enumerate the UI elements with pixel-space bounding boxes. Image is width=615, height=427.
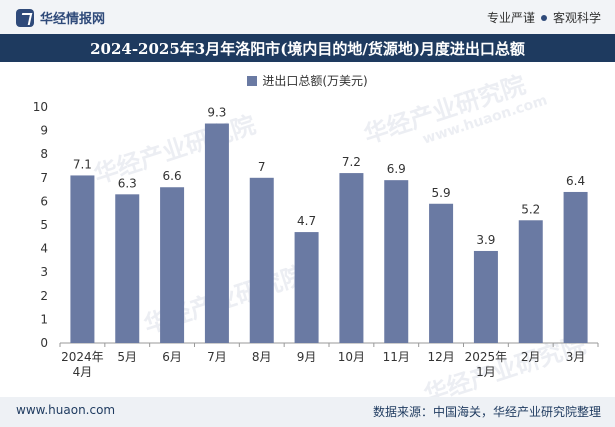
bar (294, 232, 319, 343)
y-tick-label: 10 (33, 100, 48, 114)
y-tick-label: 5 (40, 218, 48, 232)
data-label: 6.6 (163, 169, 182, 183)
bar (473, 250, 498, 343)
bar (563, 191, 588, 343)
slogan: 专业严谨 客观科学 (487, 9, 601, 26)
data-label: 5.9 (432, 186, 451, 200)
data-label: 7 (258, 160, 266, 174)
y-tick-label: 4 (40, 242, 48, 256)
data-label: 9.3 (207, 106, 226, 120)
bar (160, 187, 185, 343)
data-label: 6.3 (118, 176, 137, 190)
data-label: 5.2 (521, 202, 540, 216)
x-tick-label: 2025年 1月 (465, 350, 508, 379)
legend-label: 进出口总额(万美元) (262, 74, 368, 88)
y-tick-label: 1 (40, 312, 48, 326)
slogan-left: 专业严谨 (486, 11, 535, 25)
x-tick-label: 6月 (162, 350, 182, 364)
data-label: 6.9 (387, 162, 406, 176)
bar (249, 177, 274, 343)
x-tick-label: 3月 (566, 350, 586, 364)
data-label: 7.2 (342, 155, 361, 169)
x-tick-label: 12月 (427, 350, 454, 364)
y-tick-label: 7 (40, 171, 48, 185)
title-bar: 2024-2025年3月年洛阳市(境内目的地/货源地)月度进出口总额 (0, 34, 615, 62)
chart-title: 2024-2025年3月年洛阳市(境内目的地/货源地)月度进出口总额 (90, 39, 525, 58)
legend: 进出口总额(万美元) (0, 72, 615, 89)
bar (115, 194, 140, 343)
x-tick-label: 7月 (207, 350, 227, 364)
y-tick-label: 8 (40, 147, 48, 161)
slogan-right: 客观科学 (552, 11, 601, 25)
y-tick-label: 2 (40, 289, 48, 303)
brand: 华经情报网 (16, 8, 105, 27)
footer: www.huaon.com 数据来源：中国海关，华经产业研究院整理 (0, 397, 615, 427)
data-label: 7.1 (73, 157, 92, 171)
bar (339, 173, 364, 343)
brand-name: 华经情报网 (40, 12, 106, 27)
bar (384, 180, 409, 343)
x-tick-label: 9月 (297, 350, 317, 364)
x-tick-label: 11月 (383, 350, 410, 364)
y-tick-label: 0 (40, 336, 48, 350)
y-tick-label: 6 (40, 194, 48, 208)
bar (70, 175, 95, 343)
data-label: 3.9 (476, 233, 495, 247)
bar (429, 203, 454, 343)
dot-icon (540, 14, 547, 21)
bar (518, 220, 543, 343)
x-tick-label: 2024年 4月 (61, 350, 104, 379)
data-label: 6.4 (566, 174, 585, 188)
logo-icon (16, 8, 34, 27)
bar (204, 123, 229, 344)
legend-swatch (247, 75, 258, 86)
y-tick-label: 3 (40, 265, 48, 279)
y-tick-label: 9 (40, 124, 48, 138)
x-tick-label: 10月 (338, 350, 365, 364)
data-label: 4.7 (297, 214, 316, 228)
footer-source: 数据来源：中国海关，华经产业研究院整理 (372, 405, 601, 419)
footer-site: www.huaon.com (16, 403, 116, 417)
x-tick-label: 2月 (521, 350, 541, 364)
x-tick-label: 5月 (117, 350, 137, 364)
top-bar: 华经情报网 专业严谨 客观科学 (0, 0, 615, 34)
x-tick-label: 8月 (252, 350, 272, 364)
